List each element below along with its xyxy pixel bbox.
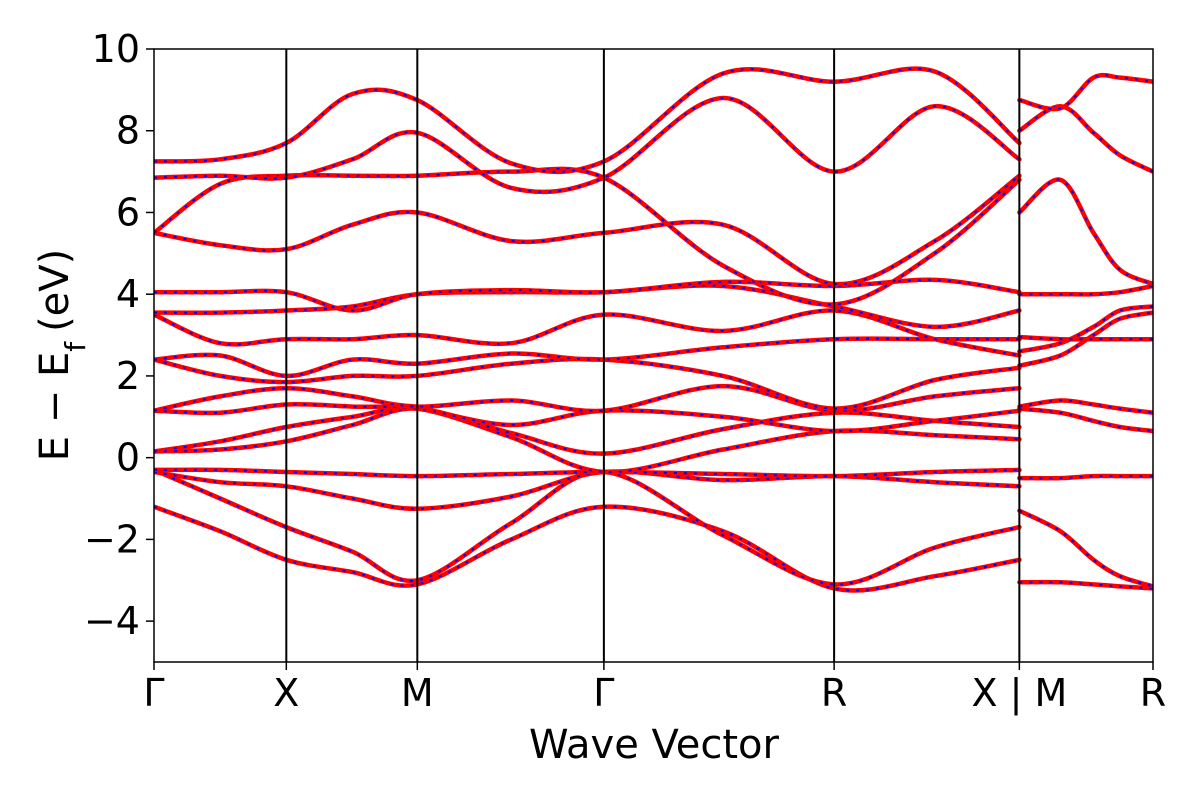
y-tick-label-4: 2 [116, 354, 140, 398]
band-line-9 [154, 356, 1022, 411]
band-overlay-11 [154, 309, 1020, 357]
y-axis-label-main: E − E [32, 352, 78, 462]
band-line-26 [1017, 283, 1153, 297]
y-axis-label-unit: (eV) [32, 249, 78, 332]
y-tick-label-5: 4 [116, 272, 140, 316]
band-overlay-2 [154, 468, 1020, 586]
band-overlay-4 [154, 468, 1020, 478]
y-axis-ticks: −4 −2 0 2 4 6 8 10 [84, 27, 154, 643]
band-overlay-27 [1018, 178, 1153, 285]
x-tick-label-6: X | M [971, 671, 1067, 716]
band-overlay-14 [154, 174, 1021, 286]
band-overlay-7 [154, 403, 1020, 433]
band-line-8 [154, 383, 1022, 414]
band-overlay-23 [1019, 311, 1153, 367]
band-overlay-1 [154, 505, 1020, 592]
band-overlay-25 [1019, 336, 1153, 341]
x-tick-label-7: R [1140, 671, 1166, 715]
band-line-27 [1017, 177, 1153, 287]
x-tick-label-2: X [273, 671, 299, 715]
x-tick-label-3: M [401, 671, 434, 715]
band-line-3 [154, 469, 1022, 512]
band-overlay-22 [1019, 399, 1153, 414]
band-line-14 [154, 173, 1022, 287]
band-overlay-24 [1019, 305, 1153, 353]
band-overlay-28 [1018, 105, 1153, 173]
y-tick-label-2: −2 [84, 517, 140, 561]
y-tick-label-1: −4 [84, 599, 140, 643]
band-line-17 [154, 66, 1022, 175]
x-tick-label-4: Γ [593, 671, 614, 715]
y-tick-label-7: 8 [116, 109, 140, 153]
x-axis-ticks: Γ X M Γ R X | M R [143, 662, 1166, 716]
band-lines [154, 66, 1153, 593]
y-axis-label: E − Ef (eV) [32, 249, 92, 462]
plot-frame [153, 48, 1154, 663]
band-overlay-18 [1019, 581, 1153, 590]
band-line-29 [1017, 72, 1153, 112]
band-overlay-20 [1019, 474, 1153, 480]
band-overlay-19 [1018, 509, 1153, 588]
band-line-6 [154, 406, 1022, 456]
band-line-13 [154, 277, 1022, 313]
band-line-11 [154, 308, 1022, 358]
x-tick-label-5: R [821, 671, 847, 715]
x-axis-label: Wave Vector [529, 722, 780, 768]
band-line-19 [1017, 508, 1153, 589]
x-tick-label-1: Γ [143, 671, 164, 715]
band-line-1 [154, 504, 1022, 593]
y-axis-label-subscript: f [59, 341, 92, 352]
band-overlay-21 [1019, 407, 1153, 433]
y-tick-label-3: 0 [116, 436, 140, 480]
band-overlay-26 [1019, 285, 1153, 296]
y-tick-label-6: 6 [116, 190, 140, 234]
kpoint-separators [285, 49, 1021, 662]
band-line-24 [1017, 304, 1153, 354]
band-overlay-9 [154, 357, 1020, 410]
band-line-10 [154, 336, 1022, 379]
band-overlay-17 [154, 67, 1021, 173]
y-tick-label-8: 10 [92, 27, 140, 71]
